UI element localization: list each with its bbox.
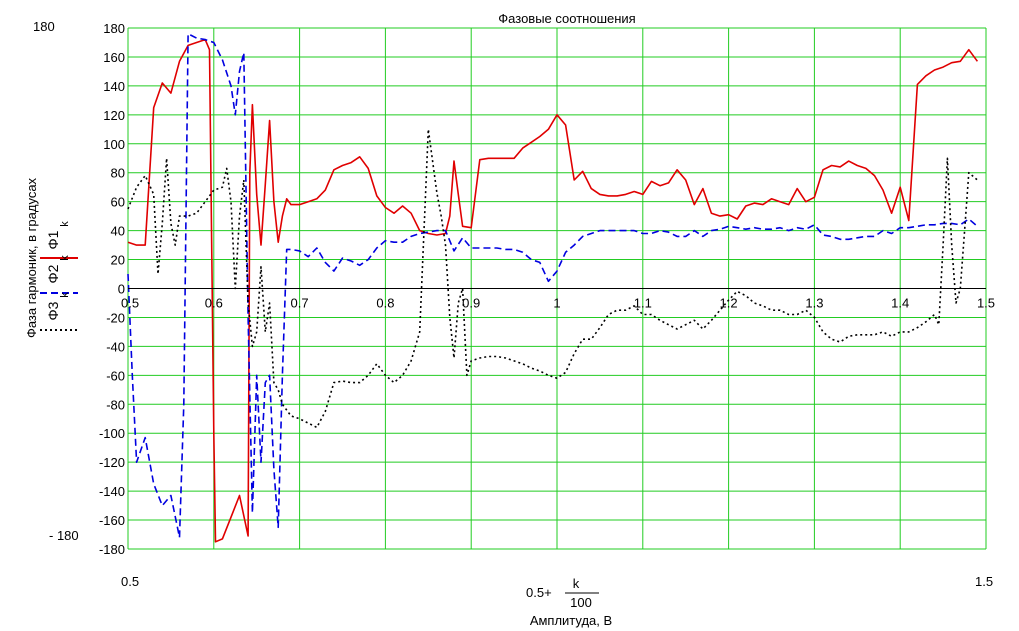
y-range-min: - 180 bbox=[49, 528, 79, 543]
y-tick-labels: -180 -160 -140 -120 -100 -80 -60 -40 -20 0 20 40 60 8… bbox=[99, 21, 125, 557]
y-tick-label: -60 bbox=[106, 368, 125, 383]
y-tick-label: 0 bbox=[118, 282, 125, 297]
x-tick-label: 1.2 bbox=[720, 296, 738, 311]
x-tick-label: 0.9 bbox=[462, 296, 480, 311]
x-tick-label: 0.5 bbox=[121, 296, 139, 311]
chart-title: Фазовые соотношения bbox=[498, 11, 635, 26]
legend-subscript: k bbox=[59, 292, 71, 298]
y-tick-label: 100 bbox=[103, 137, 125, 152]
x-range-min: 0.5 bbox=[121, 574, 139, 589]
legend-item-phi3: Φ3 k bbox=[40, 292, 78, 331]
legend-label: Φ3 bbox=[45, 301, 61, 320]
legend-item-phi1: Φ1 k bbox=[40, 221, 78, 259]
x-tick-label: 0.8 bbox=[376, 296, 394, 311]
x-expr-denominator: 100 bbox=[570, 595, 592, 610]
series-line-phi3 bbox=[127, 128, 978, 429]
y-tick-label: -180 bbox=[99, 542, 125, 557]
y-tick-label: 40 bbox=[111, 224, 125, 239]
x-tick-label: 0.7 bbox=[291, 296, 309, 311]
y-tick-label: -20 bbox=[106, 310, 125, 325]
y-tick-label: -40 bbox=[106, 339, 125, 354]
x-tick-label: 1.1 bbox=[634, 296, 652, 311]
legend-item-phi2: Φ2 k bbox=[40, 255, 78, 294]
y-tick-label: 80 bbox=[111, 166, 125, 181]
y-tick-label: 20 bbox=[111, 253, 125, 268]
legend-subscript: k bbox=[59, 255, 71, 261]
x-expr-numerator: k bbox=[573, 576, 580, 591]
y-range-max: 180 bbox=[33, 19, 55, 34]
x-tick-label: 1.3 bbox=[805, 296, 823, 311]
legend-subscript: k bbox=[59, 221, 71, 227]
y-tick-label: -160 bbox=[99, 513, 125, 528]
y-tick-label: -120 bbox=[99, 455, 125, 470]
series-line-phi1 bbox=[127, 38, 979, 543]
y-tick-label: 180 bbox=[103, 21, 125, 36]
legend: Φ1 k Φ2 k Φ3 k bbox=[40, 221, 78, 331]
x-range-max: 1.5 bbox=[975, 574, 993, 589]
x-expr-prefix: 0.5+ bbox=[526, 585, 552, 600]
y-tick-label: -80 bbox=[106, 397, 125, 412]
y-axis-label: Фаза гармоник, в градусах bbox=[24, 177, 39, 338]
x-tick-labels: 0.5 0.6 0.7 0.8 0.9 1 1.1 1.2 1.3 1.4 1.5 bbox=[121, 296, 995, 311]
y-tick-label: 160 bbox=[103, 50, 125, 65]
y-tick-label: 140 bbox=[103, 79, 125, 94]
x-tick-label: 1 bbox=[553, 296, 560, 311]
y-tick-label: 120 bbox=[103, 108, 125, 123]
y-tick-label: -140 bbox=[99, 484, 125, 499]
legend-label: Φ2 bbox=[45, 264, 61, 283]
x-tick-label: 1.4 bbox=[891, 296, 909, 311]
legend-label: Φ1 bbox=[45, 230, 61, 249]
y-tick-label: 60 bbox=[111, 195, 125, 210]
x-tick-label: 0.6 bbox=[205, 296, 223, 311]
y-tick-label: -100 bbox=[99, 426, 125, 441]
series-layer bbox=[127, 32, 979, 543]
x-axis-label: Амплитуда, В bbox=[530, 613, 612, 628]
x-tick-label: 1.5 bbox=[977, 296, 995, 311]
